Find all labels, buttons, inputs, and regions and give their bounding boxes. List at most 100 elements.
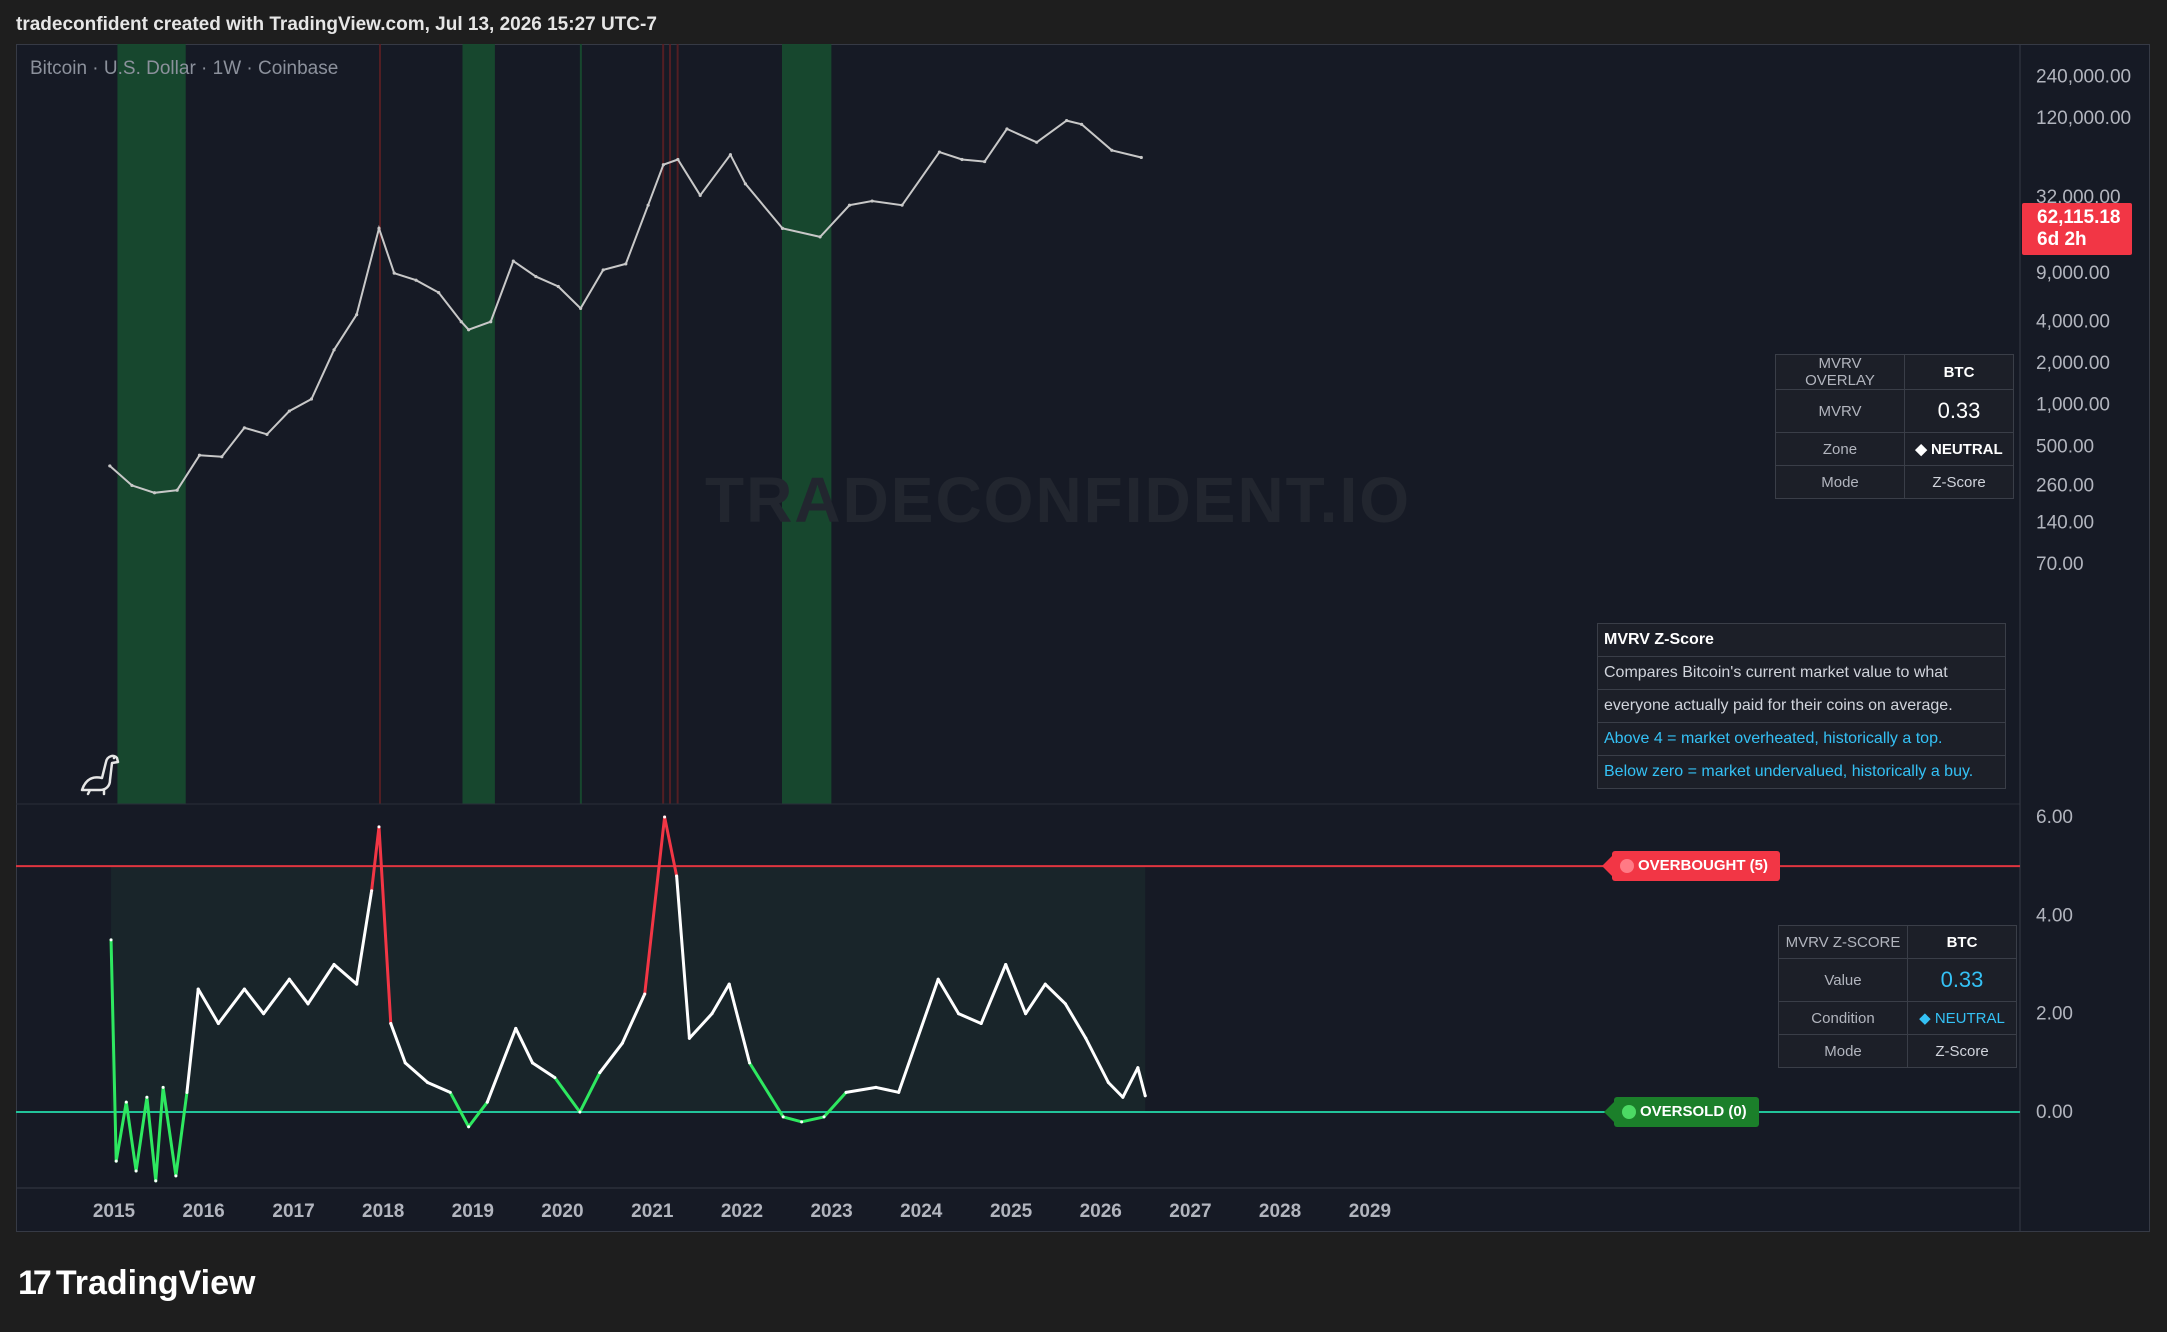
zscore-segment	[485, 1026, 518, 1104]
zscore-row-key: Mode	[1778, 1034, 1908, 1068]
symbol-legend[interactable]: Bitcoin · U.S. Dollar · 1W · Coinbase	[30, 58, 339, 79]
zscore-segment	[957, 1012, 983, 1025]
zscore-segment	[530, 1061, 557, 1080]
overbought-tag: OVERBOUGHT (5)	[1602, 851, 1781, 881]
zscore-point	[514, 1026, 518, 1030]
zscore-segment	[377, 825, 393, 1025]
zscore-segment	[287, 977, 310, 1006]
price-point	[698, 193, 702, 197]
zscore-segment	[1084, 1036, 1110, 1084]
buy-zone	[117, 44, 186, 804]
green-dot-icon	[1622, 1105, 1636, 1119]
price-point	[743, 182, 747, 186]
zscore-point	[800, 1120, 804, 1124]
zscore-point	[370, 889, 374, 893]
price-tick-label: 32,000.00	[2036, 187, 2121, 208]
price-point	[152, 491, 157, 495]
zscore-point	[957, 1012, 961, 1016]
zscore-tick-label: 6.00	[2036, 807, 2073, 828]
chart-header-title: tradeconfident created with TradingView.…	[16, 14, 657, 35]
zscore-point	[1136, 1066, 1140, 1070]
last-price-tag: 62,115.18 6d 2h	[2022, 203, 2132, 255]
zscore-segment	[161, 1085, 178, 1178]
zscore-segment	[426, 1081, 452, 1094]
tradingview-logo[interactable]: 17 TradingView	[18, 1263, 255, 1303]
zscore-point	[448, 1090, 452, 1094]
overlay-mode-value: Z-Score	[1904, 465, 2014, 499]
zscore-point	[1143, 1094, 1147, 1098]
zscore-segment	[598, 1041, 624, 1075]
zscore-tick-label: 0.00	[2036, 1102, 2073, 1123]
price-point	[265, 432, 269, 436]
zscore-point	[185, 1090, 189, 1094]
price-point	[937, 150, 942, 154]
zscore-segment	[145, 1095, 158, 1183]
price-point	[900, 203, 904, 207]
bar-countdown: 6d 2h	[2037, 229, 2087, 250]
price-line	[109, 119, 1142, 494]
tradingview-logo-text: TradingView	[55, 1264, 256, 1302]
overlay-mvrv-value: 0.33	[1904, 389, 2014, 433]
mvrv-description-table: MVRV Z-Score Compares Bitcoin's current …	[1597, 623, 2006, 789]
zscore-point	[979, 1022, 983, 1025]
zscore-point	[1121, 1095, 1125, 1099]
price-tick-label: 120,000.00	[2036, 108, 2131, 129]
zscore-point	[553, 1076, 557, 1080]
zscore-segment	[174, 1090, 189, 1178]
red-dot-icon	[1620, 859, 1634, 873]
zscore-point	[262, 1012, 266, 1016]
zscore-segment	[109, 938, 118, 1163]
zscore-point	[598, 1071, 602, 1075]
zscore-segment	[643, 815, 667, 996]
zscore-point	[643, 992, 647, 996]
zscore-point	[727, 982, 731, 986]
zscore-point	[124, 1100, 128, 1104]
zscore-segment	[687, 1012, 714, 1040]
zscore-segment	[1024, 982, 1047, 1016]
zscore-point	[196, 987, 200, 991]
zscore-segment	[185, 987, 200, 1094]
zscore-segment	[844, 1085, 878, 1094]
zscore-tick-label: 4.00	[2036, 905, 2073, 926]
zscore-axis-ticks: 6.00 4.00 2.00 0.00	[2036, 807, 2073, 1123]
price-point	[511, 259, 515, 263]
zscore-point	[174, 1174, 178, 1178]
price-point	[130, 483, 134, 488]
price-point	[556, 284, 560, 289]
price-tick-label: 140.00	[2036, 512, 2094, 533]
zscore-point	[844, 1090, 848, 1094]
zscore-point	[620, 1041, 624, 1045]
zscore-point	[216, 1022, 220, 1025]
price-tick-label: 260.00	[2036, 475, 2094, 496]
zscore-point	[874, 1085, 878, 1089]
price-point	[392, 271, 396, 275]
price-axis-ticks: 480,000.00 240,000.00 120,000.00 32,000.00 1…	[2036, 44, 2131, 575]
zscore-segment	[306, 963, 336, 1006]
time-tick-label: 2015	[93, 1201, 136, 1222]
oversold-tag: OVERSOLD (0)	[1604, 1097, 1759, 1127]
zscore-segment	[216, 987, 246, 1025]
price-point	[1110, 148, 1114, 152]
time-tick-label: 2027	[1169, 1201, 1211, 1222]
price-point	[646, 203, 650, 207]
zscore-point	[154, 1179, 158, 1183]
zscore-segment	[355, 889, 374, 986]
time-tick-label: 2029	[1349, 1201, 1391, 1222]
price-point	[377, 226, 381, 231]
zscore-segment	[1004, 963, 1028, 1016]
zscore-tick-label: 2.00	[2036, 1004, 2073, 1025]
price-tick-label: 500.00	[2036, 436, 2094, 457]
zscore-point	[936, 977, 940, 981]
oversold-tag-label: OVERSOLD (0)	[1640, 1103, 1747, 1120]
zscore-segment	[114, 1100, 128, 1163]
buy-zone	[579, 44, 582, 804]
zscore-point	[467, 1125, 471, 1129]
price-point	[1080, 122, 1084, 126]
price-point	[459, 320, 463, 324]
price-point	[982, 159, 987, 164]
overlay-header-right: BTC	[1904, 354, 2014, 390]
zscore-segment	[748, 1061, 785, 1119]
sell-zone	[662, 44, 665, 804]
zscore-mode-value: Z-Score	[1907, 1034, 2017, 1068]
zscore-segment	[262, 977, 291, 1016]
